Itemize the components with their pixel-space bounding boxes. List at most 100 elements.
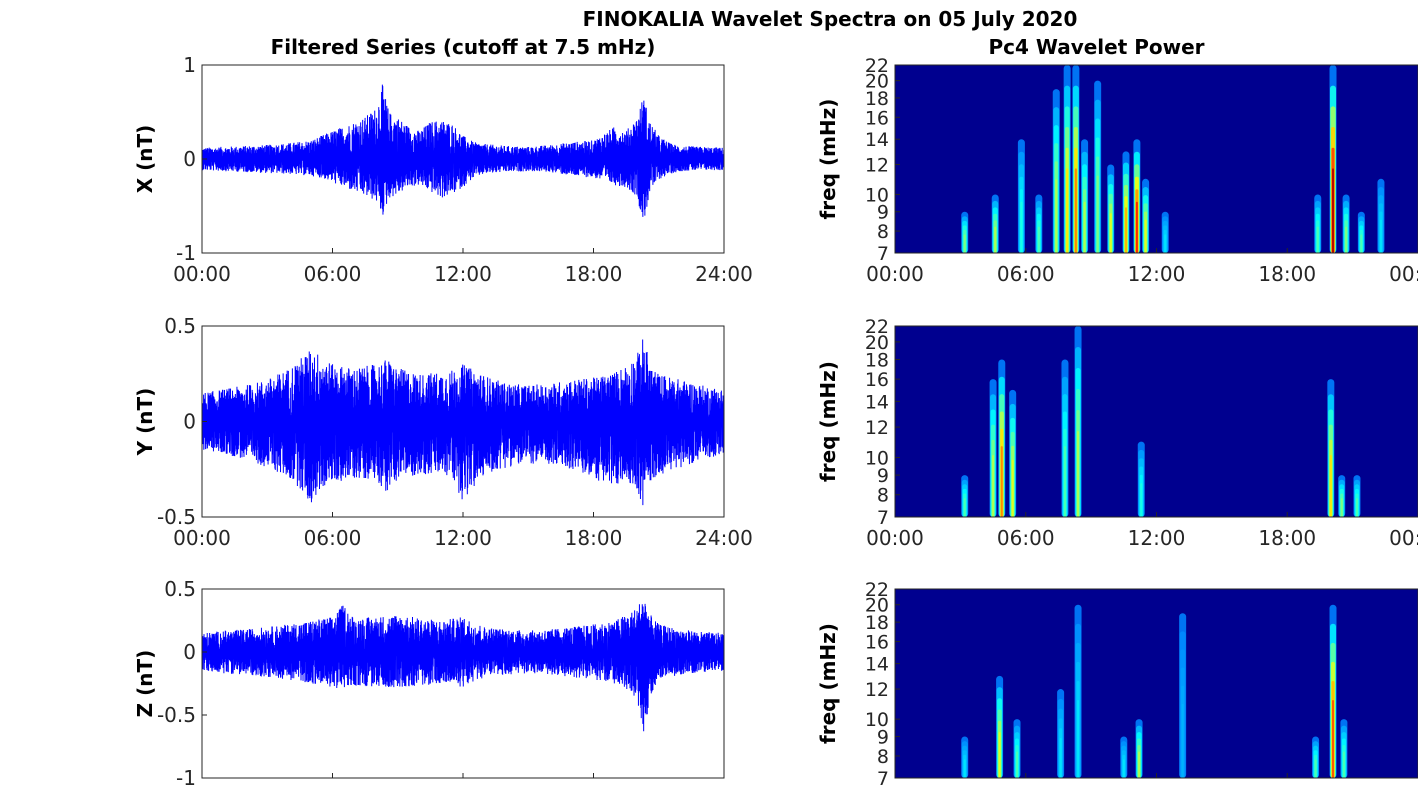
y-tick-label: 0 [183,640,196,664]
heatmap-streak [1020,201,1023,253]
y-axis-label: Y (nT) [133,388,157,457]
y-tick-label: 0.5 [164,577,196,601]
heatmap-streaks [961,604,1348,778]
y-axis-label: freq (mHz) [816,623,840,744]
series-panel-y: 0.5 0 -0.500:00 06:00 12:00 18:00 24:00 Y (nT) [133,314,753,550]
y-axis-label: X (nT) [133,125,157,194]
heatmap-streak [963,234,966,253]
y-axis-label: Z (nT) [133,650,157,718]
y-tick-label: 12 [865,679,889,701]
heatmap-streak [1316,226,1319,253]
heatmap-streak [1345,226,1348,253]
heatmap-streak [1124,207,1127,253]
y-tick-label: -1 [176,766,196,788]
y-tick-label: 22 [865,579,889,601]
heatmap-streak [994,226,997,253]
y-tick-label: 1 [183,53,196,77]
y-tick-label: 0 [183,147,196,171]
x-tick-label: 06:00 [997,526,1055,550]
y-tick-label: -1 [176,241,196,265]
heatmap-streak [1037,226,1040,253]
y-tick-label: 14 [865,391,889,413]
x-tick-label: 06:00 [304,262,362,286]
heatmap-streaks [961,65,1385,253]
heatmap-streak [1000,446,1003,517]
y-tick-label: 22 [865,316,889,338]
series-line-z [202,603,724,732]
y-axis-label: freq (mHz) [816,361,840,482]
y-tick-label: 0 [183,410,196,434]
heatmap-streak [1135,201,1138,253]
heatmap-streak [1011,459,1014,517]
heatmap-background [895,65,1418,253]
y-tick-label: 8 [877,485,889,507]
heatmap-streak [1342,751,1345,778]
x-tick-label: 12:00 [1128,526,1186,550]
heatmap-streak [963,498,966,517]
x-tick-label: 06:00 [997,262,1055,286]
panel-title: Pc4 Wavelet Power [988,35,1204,59]
heatmap-streak [1379,219,1382,253]
x-tick-label: 18:00 [565,526,623,550]
y-tick-label: 20 [865,71,889,93]
heatmap-streak [1122,759,1125,778]
panel-title: Filtered Series (cutoff at 7.5 mHz) [271,35,656,59]
y-tick-label: 22 [865,55,889,77]
heatmap-streak [1063,446,1066,517]
x-tick-label: 00:00 [1389,526,1418,550]
y-tick-label: 14 [865,129,889,151]
y-tick-label: 7 [877,507,889,529]
x-tick-label: 00:00 [866,262,924,286]
y-tick-label: 14 [865,654,889,676]
heatmap-streak [1077,700,1080,778]
x-tick-label: 12:00 [1128,262,1186,286]
y-tick-label: 20 [865,595,889,617]
heatmap-streak [1109,213,1112,253]
heatmap-streak [1066,168,1069,253]
heatmap-streak [1140,483,1143,517]
heatmap-streak [998,732,1001,778]
x-tick-label: 12:00 [434,262,492,286]
y-tick-label: 18 [865,612,889,634]
heatmap-streak [1059,737,1062,778]
y-tick-label: 12 [865,155,889,177]
x-tick-label: 00:00 [173,526,231,550]
y-tick-label: 10 [865,709,889,731]
x-tick-label: 00:00 [173,262,231,286]
heatmap-streak [1164,234,1167,253]
heatmap-streak [1340,498,1343,517]
x-tick-label: 12:00 [434,526,492,550]
heatmap-streak [1096,175,1099,253]
y-axis-label: freq (mHz) [816,99,840,220]
heatmap-streak [1144,219,1147,253]
y-tick-label: 16 [865,369,889,391]
y-tick-label: 9 [877,202,889,224]
heatmap-streak [963,759,966,778]
y-tick-label: 16 [865,632,889,654]
y-tick-label: 9 [877,727,889,749]
x-tick-label: 24:00 [695,526,753,550]
series-panel-x: 1 0 -100:00 06:00 12:00 18:00 24:00 X (nT) Filte… [133,35,753,286]
heatmap-streak [1077,431,1080,517]
heatmap-streak [1360,234,1363,253]
heatmap-streak [1138,751,1141,778]
y-tick-label: 10 [865,448,889,470]
y-tick-label: 16 [865,107,889,129]
heatmap-streak [1074,168,1077,253]
heatmap-streak [1332,168,1335,253]
y-tick-label: 8 [877,221,889,243]
y-tick-label: -0.5 [157,703,196,727]
x-tick-label: 00:00 [1389,262,1418,286]
y-tick-label: 7 [877,768,889,788]
series-panel-z: 0.5 0 -0.5 -1 Z (nT) [133,577,725,788]
heatmap-streaks [961,326,1361,517]
y-tick-label: 9 [877,465,889,487]
x-tick-label: 06:00 [304,526,362,550]
heatmap-streak [1332,700,1335,778]
x-tick-label: 18:00 [1258,526,1316,550]
heatmap-streak [992,454,995,517]
